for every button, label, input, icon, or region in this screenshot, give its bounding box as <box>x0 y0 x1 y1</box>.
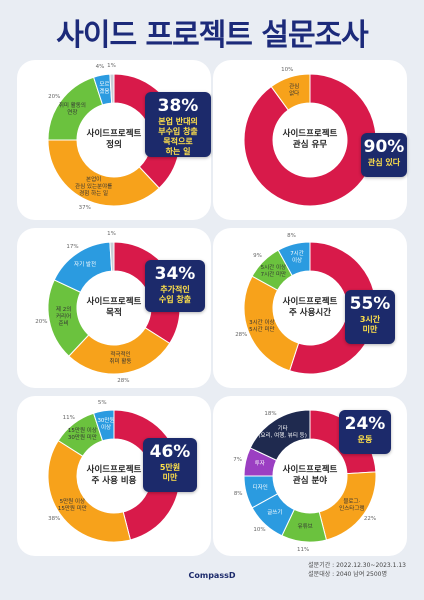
donut-slice <box>249 409 311 461</box>
badge-percent: 24% <box>344 414 386 434</box>
slice-label: 투자 <box>254 461 265 468</box>
badge-percent: 38% <box>157 96 199 116</box>
slice-label: 블로그· 인스타그램 <box>339 499 365 513</box>
slice-label: 제 2의 커리어 준비 <box>55 307 72 328</box>
donut-slice <box>68 327 171 375</box>
badge-label: 추가적인 수입 창출 <box>158 285 192 304</box>
badge-label: 본업 반대의 부수입 창출 목적으로 하는 일 <box>158 117 198 156</box>
page-title: 사이드 프로젝트 설문조사 <box>56 18 369 53</box>
badge-label: 5만원 미만 <box>159 463 181 482</box>
donut-chart <box>243 73 377 207</box>
slice-percent: 17% <box>66 243 79 250</box>
badge-label: 관심 있다 <box>367 158 401 167</box>
highlight-badge: 90% 관심 있다 <box>361 133 407 177</box>
slice-percent: 38% <box>48 516 61 523</box>
slice-label: 적극적인 취미 활동 <box>109 352 132 366</box>
slice-label: 모르 겠음 <box>99 82 110 96</box>
donut-slice <box>109 73 115 104</box>
slice-label: 디자인 <box>252 485 268 492</box>
slice-label: 취미 활동의 연장 <box>58 102 86 116</box>
donut-chart <box>47 241 181 375</box>
slice-percent: 1% <box>107 231 116 238</box>
chart-card-purpose: 적극적인 취미 활동 28% 제 2의 커리어 준비 20% 자기 발전 17% 1% 사이드… <box>17 228 211 388</box>
slice-percent: 20% <box>48 93 61 100</box>
slice-percent: 18% <box>264 410 277 417</box>
slice-percent: 8% <box>287 233 296 240</box>
survey-target: 설문대상 : 2040 남여 2500명 <box>308 571 387 578</box>
slice-percent: 22% <box>363 516 377 523</box>
donut-slice <box>47 439 132 543</box>
slice-label: 자기 발전 <box>74 261 97 268</box>
chart-card-interest: 관심 없다 10% 사이드프로젝트 관심 유무 90% 관심 있다 <box>213 60 407 220</box>
slice-percent: 10% <box>253 526 266 533</box>
slice-percent: 4% <box>95 64 105 71</box>
donut-center-title: 사이드프로젝트 관심 유무 <box>282 129 338 150</box>
highlight-badge: 38% 본업 반대의 부수입 창출 목적으로 하는 일 <box>145 92 211 157</box>
slice-percent: 28% <box>235 332 248 339</box>
donut-slice <box>47 139 160 207</box>
donut-slice <box>243 275 300 372</box>
badge-percent: 46% <box>149 442 191 462</box>
badge-label: 3시간 미만 <box>359 315 381 334</box>
donut-center-title: 사이드프로젝트 관심 분야 <box>282 465 338 486</box>
badge-label: 운동 <box>357 435 373 444</box>
donut-center-title: 사이드프로젝트 정의 <box>86 129 142 150</box>
donut-center-title: 사이드프로젝트 주 사용 비용 <box>86 465 142 486</box>
slice-percent: 28% <box>117 378 130 385</box>
slice-label: 관심 없다 <box>289 84 300 98</box>
slice-label: 7시간 이상 <box>290 251 304 265</box>
donut-chart <box>243 409 377 543</box>
badge-percent: 55% <box>349 294 391 314</box>
slice-percent: 7% <box>233 456 243 463</box>
donut-center-title: 사이드프로젝트 주 사용시간 <box>282 297 338 318</box>
survey-info: 설문기간 : 2022.12.30~2023.1.13 설문대상 : 2040 … <box>308 561 406 579</box>
donut-slice <box>109 241 115 272</box>
highlight-badge: 55% 3시간 미만 <box>345 290 395 344</box>
slice-percent: 5% <box>97 399 107 406</box>
chart-card-cost: 5만원 이상 15만원 미만 38% 15만원 이상 30만원 미만 11% 30만원 … <box>17 396 211 556</box>
slice-label: 글쓰기 <box>267 510 283 517</box>
slice-percent: 8% <box>233 491 243 498</box>
slice-label: 15만원 이상 30만원 미만 <box>67 428 97 442</box>
slice-label: 3시간 이상 5시간 미만 <box>249 319 275 333</box>
highlight-badge: 34% 추가적인 수입 창출 <box>145 260 205 312</box>
survey-period: 설문기간 : 2022.12.30~2023.1.13 <box>308 562 406 569</box>
slice-label: 유튜브 <box>297 523 313 530</box>
chart-card-definition: 본업이 관심 있는분야를 경험 하는 일 37% 취미 활동의 연장 20% 모르 겠음… <box>17 60 211 220</box>
badge-percent: 34% <box>154 264 196 284</box>
slice-label: 5만원 이상 15만원 미만 <box>57 499 87 513</box>
slice-label: 기타 (요리, 여행, 뷰티 등) <box>258 425 307 439</box>
slice-percent: 11% <box>62 414 75 421</box>
badge-percent: 90% <box>363 137 405 157</box>
slice-label: 본업이 관심 있는분야를 경험 하는 일 <box>75 176 113 197</box>
slice-percent: 10% <box>281 66 294 73</box>
slice-percent: 9% <box>253 252 262 259</box>
slice-percent: 37% <box>78 204 91 211</box>
highlight-badge: 46% 5만원 미만 <box>143 438 197 492</box>
chart-card-field: 블로그· 인스타그램 22% 유튜브 11% 글쓰기 10% 디자인 8% 투자 7% 기타 (요리… <box>213 396 407 556</box>
slice-label: 30만원 이상 <box>97 418 115 432</box>
donut-slice <box>270 73 311 111</box>
slice-percent: 20% <box>35 318 48 325</box>
donut-slice <box>277 241 311 277</box>
chart-card-time: 3시간 이상 5시간 미만 28% 5시간 이상 7시간 미만 9% 7시간 이상 8% 사… <box>213 228 407 388</box>
slice-percent: 1% <box>107 63 116 70</box>
slice-percent: 11% <box>297 546 310 553</box>
donut-center-title: 사이드프로젝트 목적 <box>86 297 142 318</box>
brand-logo: CompassD <box>188 571 236 580</box>
highlight-badge: 24% 운동 <box>339 410 391 454</box>
slice-label: 5시간 이상 7시간 미만 <box>260 264 287 278</box>
donut-slice <box>92 409 115 442</box>
